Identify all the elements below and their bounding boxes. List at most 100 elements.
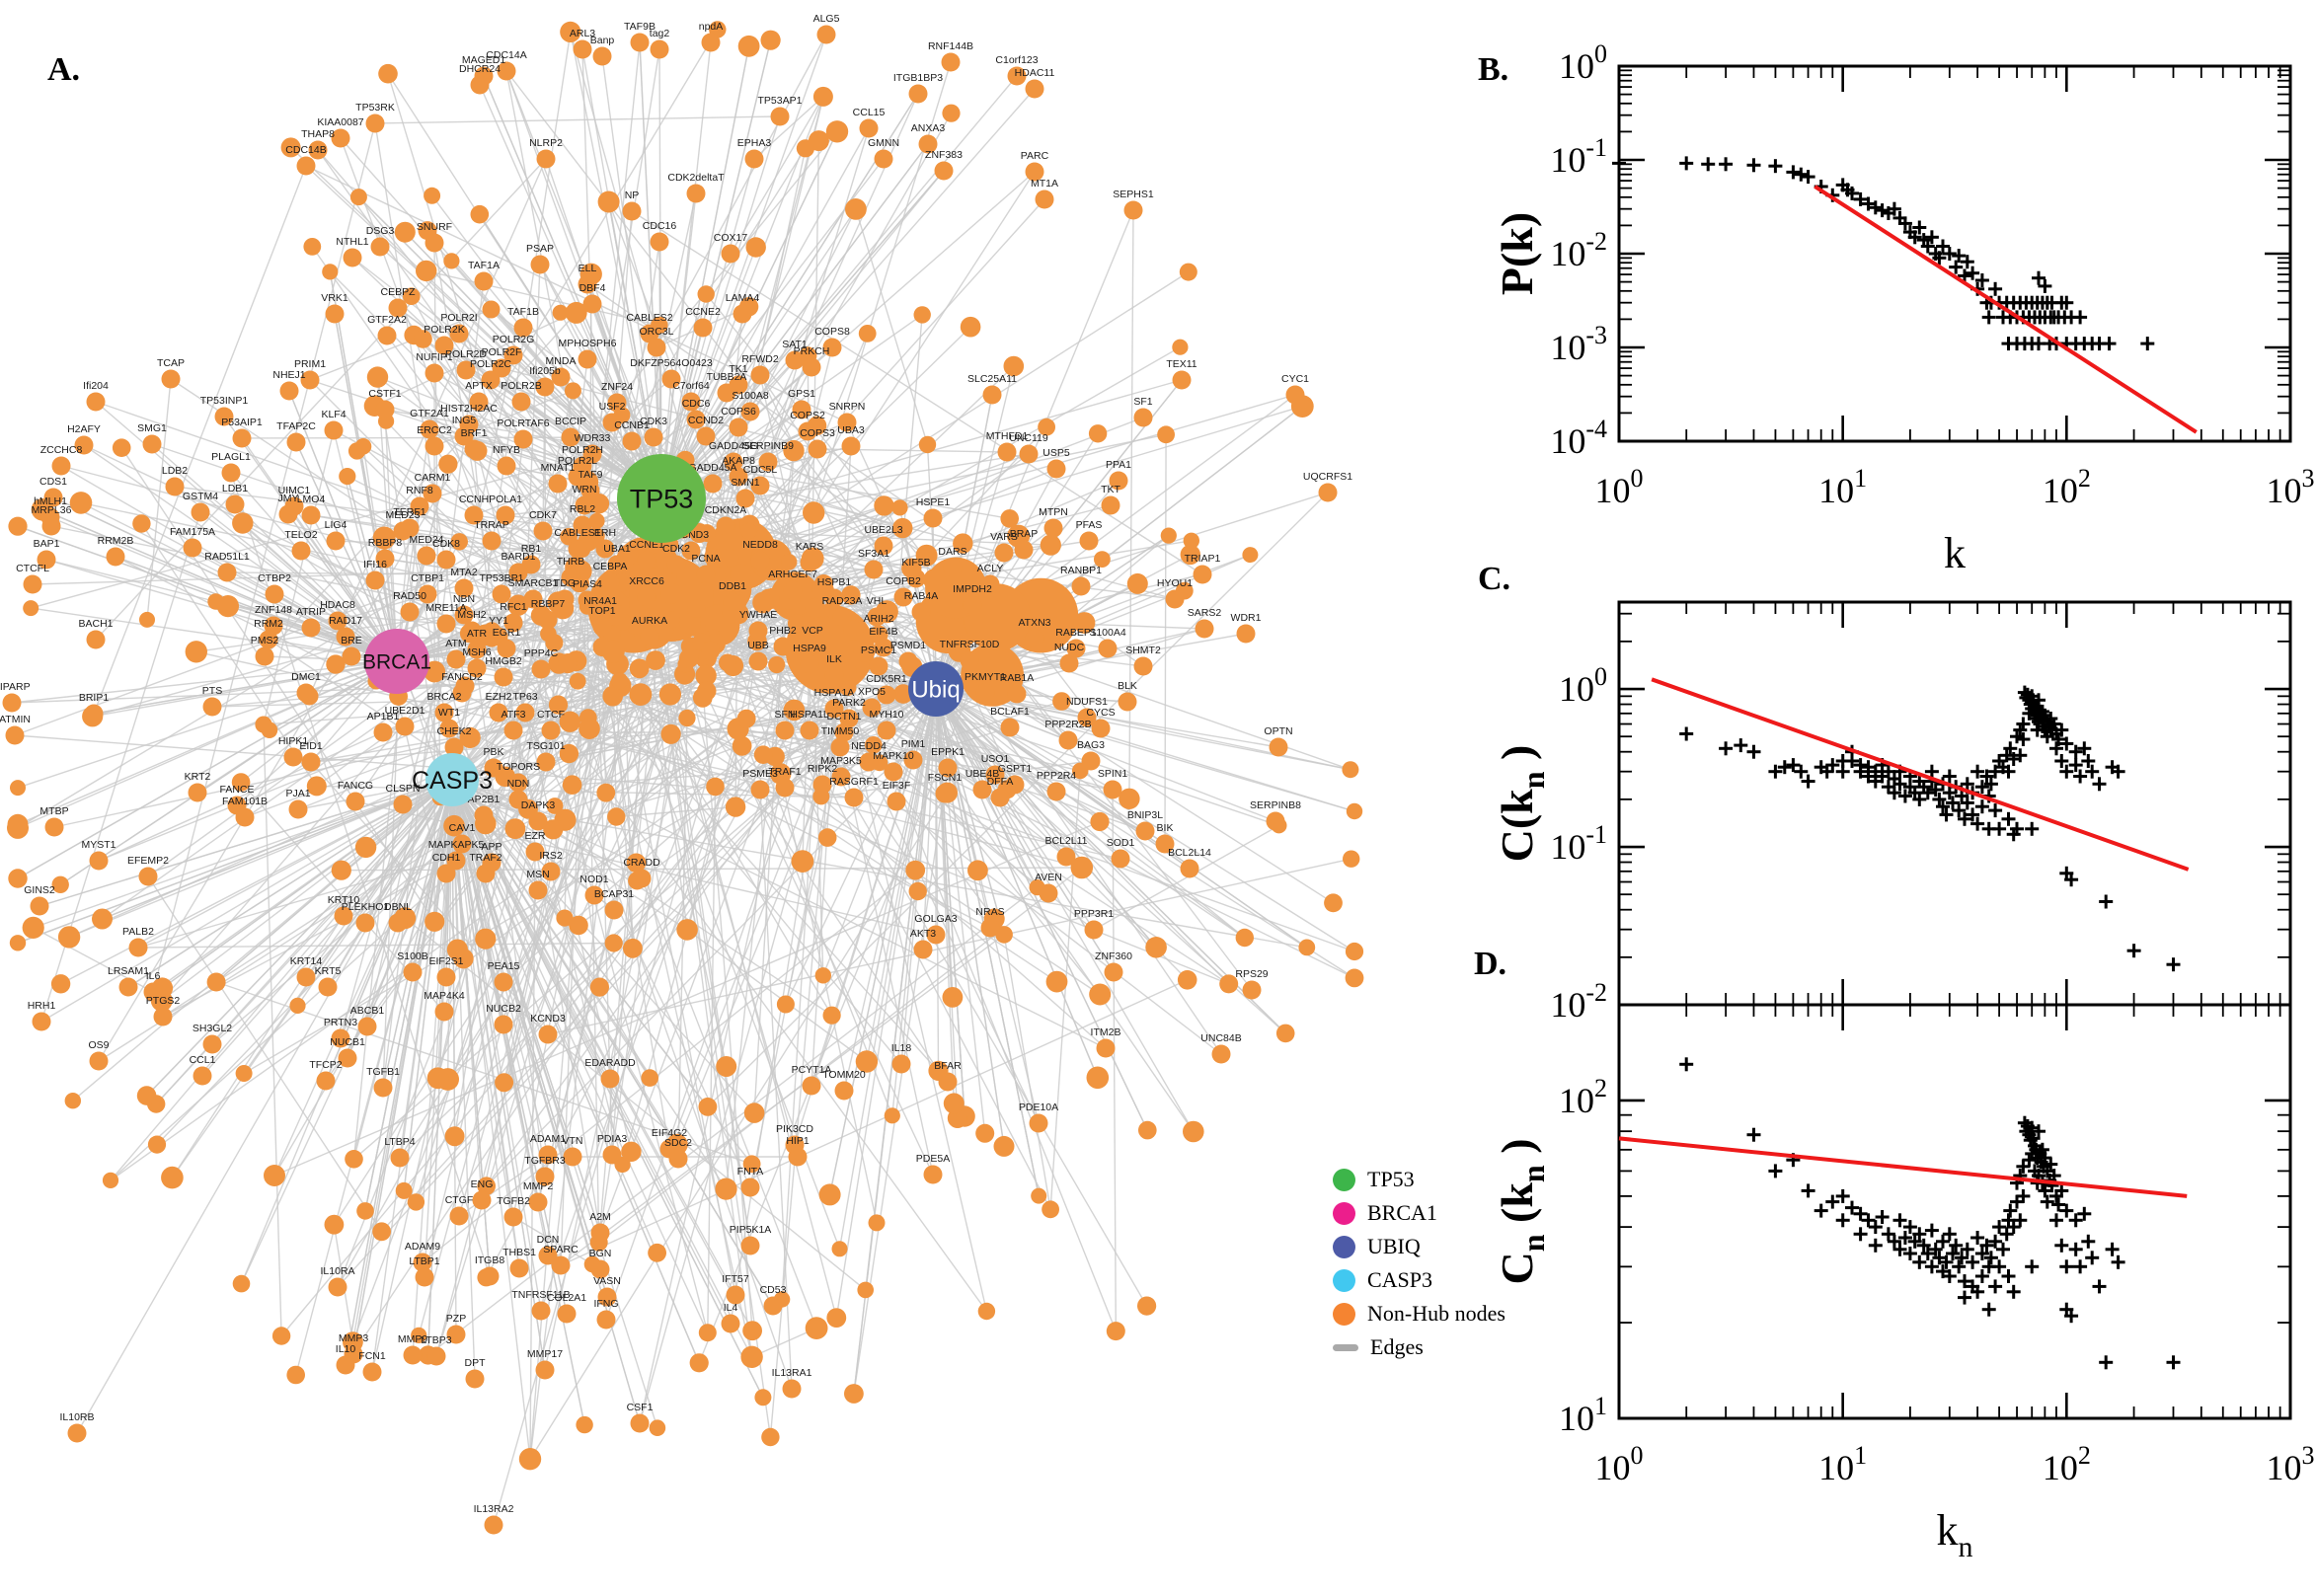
svg-text:PARK2: PARK2 [832, 697, 866, 709]
svg-text:MAPK10: MAPK10 [873, 750, 914, 762]
svg-text:MTPN: MTPN [1039, 506, 1068, 518]
svg-text:ITGB1BP3: ITGB1BP3 [893, 72, 943, 84]
svg-text:ZNF148: ZNF148 [255, 604, 292, 616]
svg-text:TUBB2A: TUBB2A [707, 371, 747, 383]
svg-text:10-4: 10-4 [1550, 415, 1607, 461]
svg-text:HYOU1: HYOU1 [1157, 577, 1193, 589]
svg-text:PDE5A: PDE5A [916, 1153, 950, 1165]
svg-text:WDR33: WDR33 [575, 432, 611, 444]
panel-c-label: C. [1478, 561, 1510, 598]
svg-text:ATMIN: ATMIN [0, 714, 31, 725]
svg-text:ENG: ENG [471, 1178, 494, 1190]
svg-text:TIMM50: TIMM50 [821, 725, 860, 737]
svg-text:BRAP: BRAP [1010, 528, 1039, 540]
svg-text:UNC84B: UNC84B [1200, 1032, 1241, 1044]
y-axis-title-c: C(kn ) [1492, 745, 1551, 863]
svg-text:GOLGA3: GOLGA3 [914, 913, 957, 925]
svg-text:MTA2: MTA2 [450, 567, 477, 578]
svg-text:PSMD1: PSMD1 [890, 640, 926, 651]
svg-text:IL6: IL6 [146, 970, 161, 982]
svg-text:MMP2: MMP2 [523, 1180, 553, 1192]
svg-text:CEBPZ: CEBPZ [380, 286, 416, 298]
svg-text:SLC25A11: SLC25A11 [967, 373, 1017, 385]
svg-text:PPP2R4: PPP2R4 [1037, 770, 1076, 782]
svg-text:RAB4A: RAB4A [904, 590, 938, 602]
svg-text:DFFA: DFFA [987, 776, 1014, 788]
svg-text:IL13RA2: IL13RA2 [474, 1503, 514, 1515]
svg-text:10-1: 10-1 [1550, 133, 1607, 180]
svg-text:TRAF1: TRAF1 [768, 766, 801, 778]
svg-text:DSG3: DSG3 [366, 225, 395, 237]
svg-text:CTCF: CTCF [537, 709, 565, 721]
svg-text:BRCA2: BRCA2 [426, 691, 461, 703]
svg-text:CCNB1: CCNB1 [614, 419, 650, 431]
svg-text:ELL: ELL [579, 263, 597, 274]
svg-text:IRS2: IRS2 [539, 850, 563, 862]
svg-text:RAD23A: RAD23A [822, 595, 863, 607]
svg-text:HRH1: HRH1 [28, 1000, 56, 1012]
svg-text:PBK: PBK [483, 746, 503, 758]
svg-text:POLRTAF6: POLRTAF6 [497, 418, 549, 429]
svg-text:ABCB1: ABCB1 [350, 1005, 385, 1017]
legend-item-label: Edges [1370, 1334, 1424, 1360]
svg-text:CSF1: CSF1 [627, 1402, 654, 1413]
svg-text:ORC3L: ORC3L [639, 326, 673, 338]
svg-text:HSPA1L: HSPA1L [790, 709, 829, 721]
svg-text:100: 100 [1559, 662, 1607, 709]
svg-text:HSPE1: HSPE1 [916, 496, 951, 508]
svg-text:ITGB8: ITGB8 [475, 1254, 505, 1266]
svg-text:SARS2: SARS2 [1188, 607, 1222, 619]
svg-text:CCND2: CCND2 [688, 415, 724, 426]
svg-text:SERPINB8: SERPINB8 [1250, 799, 1301, 811]
svg-text:Ifi204: Ifi204 [83, 380, 109, 392]
svg-text:ITM2B: ITM2B [1091, 1026, 1121, 1038]
svg-text:IFT57: IFT57 [722, 1273, 749, 1285]
svg-text:TAF1B: TAF1B [507, 306, 539, 318]
svg-text:PDE10A: PDE10A [1019, 1102, 1058, 1113]
svg-text:NLRP2: NLRP2 [529, 137, 563, 149]
svg-text:DMC1: DMC1 [291, 671, 321, 683]
svg-text:CCNE2: CCNE2 [685, 306, 721, 318]
svg-text:ALG5: ALG5 [813, 13, 840, 25]
svg-text:EPPK1: EPPK1 [931, 746, 965, 758]
svg-text:ZCCHC8: ZCCHC8 [40, 444, 83, 456]
svg-text:EZR: EZR [525, 830, 546, 842]
svg-text:POLR2I: POLR2I [440, 312, 477, 324]
svg-text:102: 102 [2043, 464, 2091, 510]
hub-label-tp53: TP53 [630, 484, 694, 513]
legend-item-edges: Edges [1333, 1334, 1505, 1360]
svg-text:NRAS: NRAS [975, 906, 1004, 918]
svg-text:BIK: BIK [1157, 822, 1174, 834]
svg-text:NUDC: NUDC [1054, 642, 1085, 653]
svg-text:POLR2F: POLR2F [482, 346, 522, 358]
svg-text:PMS2: PMS2 [251, 635, 279, 646]
svg-text:GMNN: GMNN [868, 137, 899, 149]
svg-text:CARM1: CARM1 [415, 472, 451, 484]
node-swatch-icon [1333, 1202, 1355, 1225]
svg-text:TP53RK: TP53RK [355, 102, 395, 114]
svg-text:CD53: CD53 [760, 1284, 787, 1296]
svg-text:FANCG: FANCG [338, 780, 373, 792]
svg-text:ADAM9: ADAM9 [405, 1241, 440, 1253]
svg-text:KRT10: KRT10 [328, 894, 360, 906]
legend-item-label: BRCA1 [1367, 1200, 1437, 1226]
svg-text:PZP: PZP [446, 1313, 466, 1325]
svg-text:LAMA4: LAMA4 [726, 292, 760, 304]
legend-item-label: TP53 [1367, 1167, 1415, 1192]
svg-text:THAP8: THAP8 [301, 128, 335, 140]
svg-text:NOD1: NOD1 [579, 874, 608, 885]
svg-text:COPS8: COPS8 [814, 326, 850, 338]
svg-text:DBNL: DBNL [384, 901, 412, 913]
svg-text:SNRPN: SNRPN [829, 401, 866, 413]
svg-text:UIMC1: UIMC1 [278, 485, 311, 496]
svg-text:GSPT1: GSPT1 [998, 763, 1033, 775]
svg-text:MPHOSPH6: MPHOSPH6 [559, 338, 617, 349]
panel-d-label: D. [1474, 946, 1506, 983]
svg-text:DCTN1: DCTN1 [826, 711, 861, 722]
svg-text:102: 102 [2043, 1441, 2091, 1487]
svg-text:PCNA: PCNA [691, 553, 720, 565]
svg-text:VCP: VCP [802, 625, 823, 637]
svg-text:TEX11: TEX11 [1166, 358, 1197, 370]
svg-text:MAPKAPK5: MAPKAPK5 [428, 839, 485, 851]
